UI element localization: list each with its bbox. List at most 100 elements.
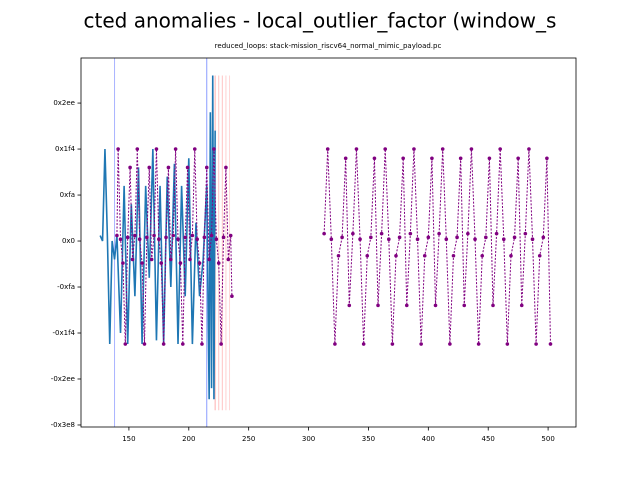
point	[455, 235, 459, 240]
point	[135, 147, 140, 151]
point	[336, 253, 341, 258]
point	[209, 233, 214, 238]
point	[204, 165, 209, 170]
x-tick-label: 500	[541, 435, 554, 443]
point	[161, 342, 166, 346]
point	[157, 237, 161, 241]
point	[130, 257, 135, 262]
point	[195, 237, 199, 241]
point	[154, 147, 159, 151]
point	[476, 342, 481, 346]
point	[487, 156, 492, 161]
point	[190, 233, 195, 238]
point	[173, 147, 178, 151]
point	[369, 235, 373, 240]
point	[142, 342, 147, 346]
series-line	[99, 75, 216, 400]
y-tick-label: -0x2ee	[51, 375, 75, 383]
point	[501, 237, 506, 241]
point	[505, 342, 510, 346]
point	[437, 231, 441, 236]
point	[351, 231, 355, 236]
point	[159, 261, 164, 265]
point	[365, 253, 370, 258]
point	[185, 165, 190, 170]
point	[387, 237, 391, 241]
point	[115, 233, 119, 238]
point	[466, 231, 470, 236]
point	[343, 156, 348, 161]
point	[147, 165, 152, 170]
point	[462, 303, 467, 308]
point	[548, 342, 553, 346]
point	[123, 342, 128, 346]
point	[408, 231, 413, 236]
y-tick-label: 0x2ee	[53, 99, 75, 107]
chart-subtitle: reduced_loops: stack-mission_riscv64_nor…	[215, 42, 442, 50]
point	[523, 231, 528, 236]
point	[125, 235, 130, 240]
point	[176, 237, 180, 241]
point	[534, 342, 538, 346]
point	[164, 235, 168, 240]
point	[171, 233, 176, 238]
point	[202, 235, 207, 240]
point	[469, 147, 474, 151]
point	[379, 231, 384, 236]
point	[212, 147, 216, 151]
point	[149, 257, 154, 262]
point	[473, 237, 477, 241]
point	[519, 303, 524, 308]
point	[440, 147, 445, 151]
point	[221, 235, 226, 240]
point	[372, 156, 377, 161]
point	[537, 253, 542, 258]
y-tick-label: -0x3e8	[51, 421, 75, 429]
point	[325, 147, 330, 151]
point	[116, 147, 120, 151]
point	[458, 156, 463, 161]
point	[230, 294, 234, 299]
point	[197, 261, 202, 265]
point	[433, 303, 438, 308]
point	[166, 165, 171, 170]
point	[498, 147, 502, 151]
y-tick-label: -0x1f4	[53, 329, 76, 337]
point	[448, 342, 452, 346]
point	[226, 257, 231, 262]
point	[451, 253, 456, 258]
point	[390, 342, 395, 346]
point	[340, 235, 344, 240]
point	[516, 156, 520, 161]
point	[216, 261, 221, 265]
point	[404, 303, 409, 308]
point	[530, 237, 535, 241]
plot-frame	[80, 57, 577, 428]
point	[322, 231, 326, 236]
point	[545, 156, 549, 161]
point	[133, 233, 137, 238]
point	[419, 342, 423, 346]
x-tick-label: 250	[242, 435, 255, 443]
point	[207, 257, 211, 262]
point	[430, 156, 434, 161]
x-tick-label: 150	[122, 435, 135, 443]
point	[527, 147, 531, 151]
x-tick-label: 300	[302, 435, 315, 443]
point	[397, 235, 402, 240]
point	[140, 261, 144, 265]
x-tick-label: 450	[482, 435, 495, 443]
point	[200, 342, 204, 346]
point	[354, 147, 359, 151]
point	[128, 165, 132, 170]
point	[394, 253, 398, 258]
point	[383, 147, 388, 151]
y-tick-label: 0xfa	[60, 191, 75, 199]
chart-title: cted anomalies - local_outlier_factor (w…	[84, 9, 557, 33]
point	[214, 237, 219, 241]
point	[228, 233, 233, 238]
point	[219, 342, 223, 346]
point	[484, 235, 488, 240]
x-tick-label: 200	[182, 435, 195, 443]
